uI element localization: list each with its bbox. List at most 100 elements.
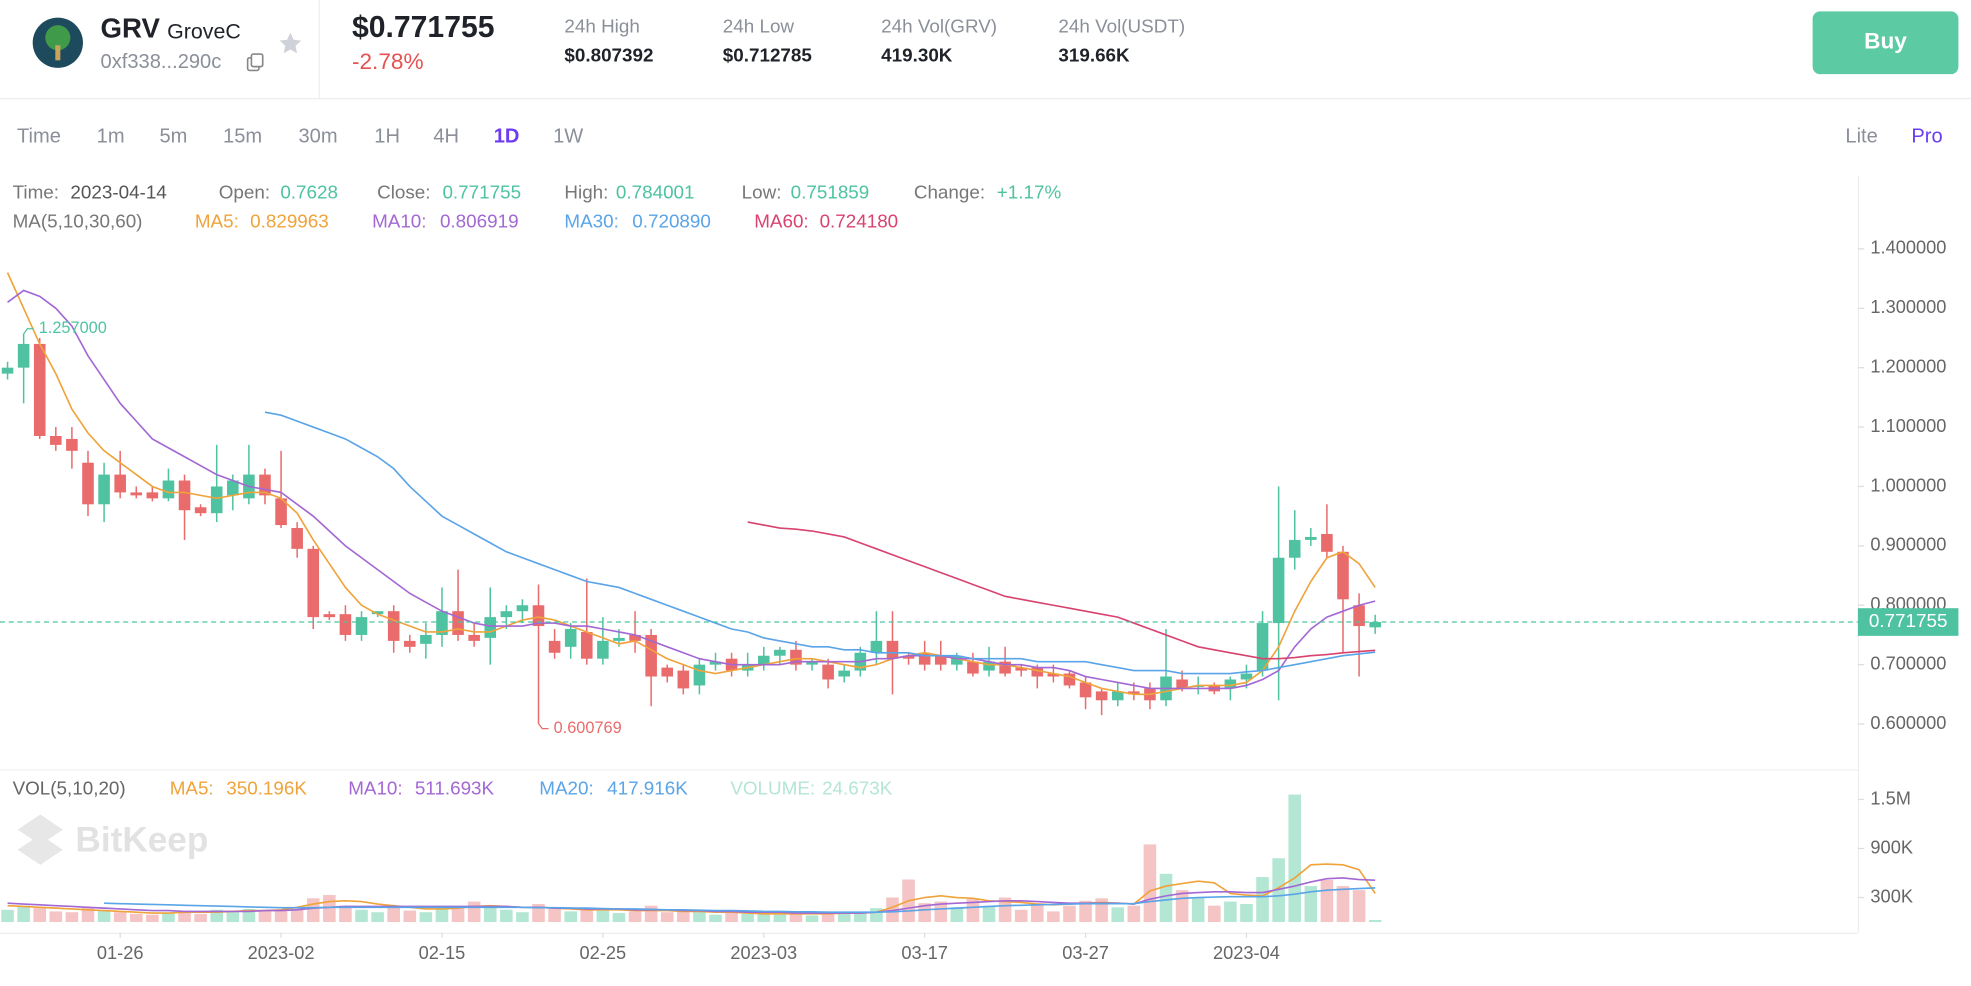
ma-legend-value: 0.724180 [820, 210, 899, 231]
candle-body [629, 634, 641, 641]
volume-bar [355, 909, 368, 923]
volume-bar [966, 899, 980, 923]
interval-tab[interactable]: 15m [223, 125, 262, 147]
volume-bar [113, 912, 127, 923]
info-label: Close: [377, 182, 430, 203]
candle-body [500, 611, 513, 618]
candle-body [1176, 679, 1188, 689]
ma-line [747, 521, 1376, 660]
candle-body [307, 548, 320, 618]
interval-tab[interactable]: Time [17, 125, 61, 147]
vol-legend-value: 350.196K [226, 777, 307, 798]
volume-bar [934, 901, 948, 923]
stat-value: $0.712785 [723, 45, 812, 66]
volume-bar [677, 911, 690, 923]
volume-bar [1256, 877, 1269, 923]
candle-body [870, 640, 883, 653]
volume-bar [1240, 904, 1253, 923]
mode-tab[interactable]: Pro [1911, 125, 1942, 147]
y-tick-label: 1.100000 [1870, 416, 1946, 436]
info-value: 0.784001 [616, 182, 695, 203]
x-tick-label: 03-27 [1062, 943, 1109, 963]
candle-body [580, 631, 593, 659]
candle-body [999, 661, 1011, 674]
candle-body [452, 611, 464, 635]
info-value: +1.17% [997, 182, 1062, 203]
volume-bar [226, 912, 240, 923]
candle-body [17, 343, 30, 368]
volume-bar [596, 910, 610, 923]
interval-tab[interactable]: 5m [160, 125, 188, 147]
interval-tab[interactable]: 1D [494, 125, 520, 147]
volume-bar [1336, 886, 1350, 923]
volume-bar [500, 909, 513, 923]
stat-value: $0.807392 [564, 45, 653, 66]
interval-tab[interactable]: 1H [374, 125, 400, 147]
candle-body [420, 634, 432, 644]
y-tick-label: 1.400000 [1870, 238, 1946, 258]
volume-bar [950, 907, 964, 923]
interval-tab[interactable]: 1m [97, 125, 125, 147]
candle-body [339, 614, 352, 635]
volume-bar [1352, 890, 1366, 923]
volume-bar [725, 913, 738, 923]
extreme-marker [538, 723, 549, 730]
info-label: Change: [914, 182, 985, 203]
volume-bar [258, 911, 272, 923]
stat-label: 24h Vol(GRV) [881, 16, 997, 37]
interval-tab[interactable]: 30m [298, 125, 337, 147]
volume-bar [1288, 794, 1302, 923]
candle-body [677, 670, 690, 689]
candle-body [1079, 682, 1092, 698]
last-price-box [1857, 608, 1959, 636]
mode-tab[interactable]: Lite [1845, 125, 1877, 147]
y-tick-label: 1.5M [1870, 788, 1911, 808]
interval-tab[interactable]: 4H [433, 125, 459, 147]
interval-tab[interactable]: 1W [553, 125, 583, 147]
volume-bar [129, 913, 143, 923]
y-tick-label: 1.000000 [1870, 475, 1946, 495]
volume-bar [339, 905, 352, 923]
token-logo-tree [45, 25, 71, 51]
candle-body [951, 655, 963, 665]
buy-label[interactable]: Buy [1864, 29, 1907, 54]
ma-legend-value: 0.720890 [632, 210, 711, 231]
volume-bar [306, 898, 320, 923]
candle-body [1015, 667, 1027, 671]
candle-body [323, 614, 336, 618]
candle-body [693, 664, 706, 686]
candle-body [1288, 539, 1301, 558]
volume-bar [81, 907, 95, 923]
volume-bar [1127, 905, 1141, 923]
volume-bar [1320, 879, 1334, 923]
ma-legend-label: MA10: [372, 210, 426, 231]
token-address: 0xf338...290c [101, 51, 222, 73]
stat-label: 24h High [564, 16, 639, 37]
candle-body [194, 507, 207, 514]
candle-body [886, 640, 899, 659]
volume-bar [1111, 907, 1125, 923]
buy-button[interactable] [1812, 11, 1959, 75]
volume-bar [371, 912, 384, 923]
copy-icon[interactable] [246, 53, 264, 72]
candle-body [1047, 673, 1060, 677]
volume-bar [1175, 890, 1189, 923]
vol-legend-title: VOL(5,10,20) [13, 777, 126, 798]
favorite-star[interactable] [279, 32, 302, 54]
volume-bar [982, 905, 996, 923]
volume-bar [612, 913, 626, 923]
candle-body [291, 528, 303, 549]
stat-value: 319.66K [1058, 45, 1130, 66]
ma-legend-title: MA(5,10,30,60) [13, 210, 143, 231]
vol-legend-label: VOLUME: [730, 777, 815, 798]
vol-legend-value: 511.693K [415, 777, 495, 798]
x-tick-label: 01-26 [97, 943, 144, 963]
volume-bar [194, 913, 207, 923]
candle-body [259, 474, 271, 496]
volume-bar [548, 908, 561, 923]
candle-body [661, 667, 674, 677]
candle-body [1, 367, 14, 374]
y-tick-label: 1.300000 [1870, 297, 1946, 317]
info-value: 0.751859 [791, 182, 870, 203]
